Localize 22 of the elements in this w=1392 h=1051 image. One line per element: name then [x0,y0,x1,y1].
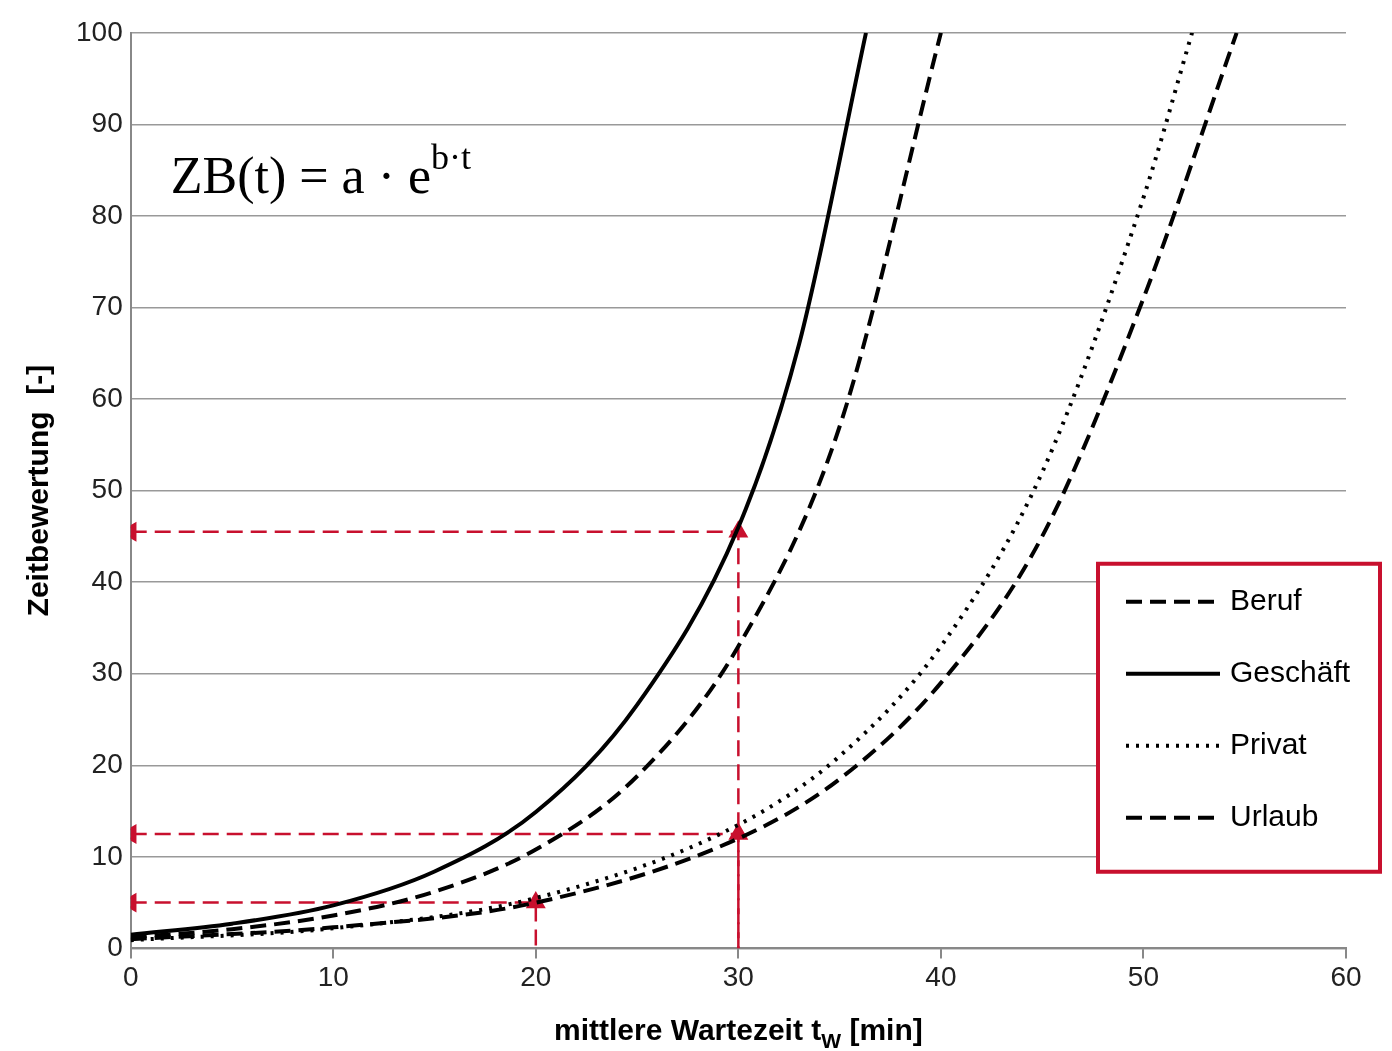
y-tick-label: 50 [91,473,123,505]
legend-label: Privat [1230,727,1308,761]
y-tick-label: 100 [76,15,123,47]
x-tick-label: 30 [722,960,754,992]
x-tick-label: 10 [317,960,349,992]
y-tick-label: 70 [91,290,123,322]
y-tick-label: 10 [91,839,123,871]
y-tick-label: 60 [91,381,123,413]
x-tick-label: 20 [520,960,552,992]
x-tick-label: 60 [1330,960,1362,992]
x-tick-label: 40 [925,960,957,992]
legend-label: Beruf [1230,583,1303,617]
x-tick-label: 50 [1127,960,1160,992]
y-tick-label: 20 [91,748,123,779]
y-tick-label: 90 [91,107,123,139]
y-axis-title: Zeitbewertung [-] [21,364,54,617]
y-tick-label: 30 [91,656,123,688]
y-tick-label: 40 [91,564,123,596]
y-tick-label: 80 [91,198,123,230]
y-tick-label: 0 [107,931,123,963]
legend-label: Geschäft [1230,655,1351,689]
legend-label: Urlaub [1230,799,1319,833]
